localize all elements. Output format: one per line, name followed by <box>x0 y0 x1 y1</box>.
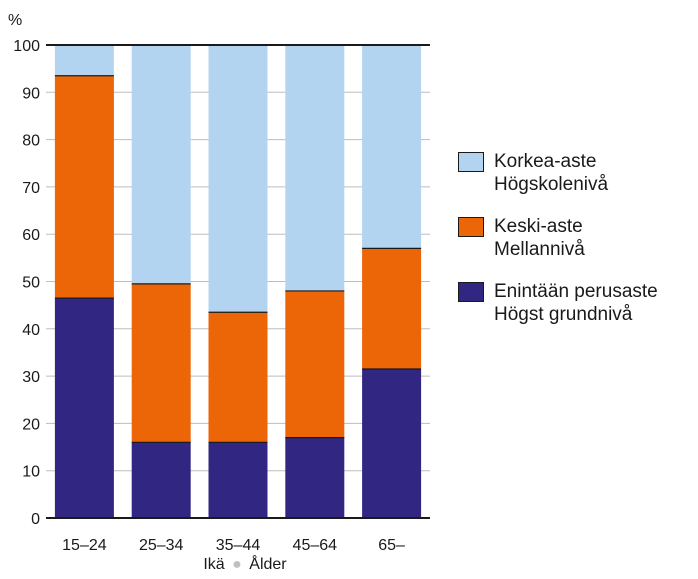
legend-label: Korkea-aste Högskolenivå <box>494 150 608 196</box>
x-axis-title: Ikä ● Ålder <box>203 554 287 573</box>
bar-segment-0-1 <box>131 442 191 518</box>
x-axis-title-fi: Ikä <box>203 556 224 573</box>
y-tick-label: 0 <box>31 511 40 528</box>
legend-label-sv: Mellannivå <box>494 239 585 260</box>
bar-segment-0-0 <box>54 298 114 518</box>
legend-label-fi: Korkea-aste <box>494 151 597 172</box>
y-tick-label: 30 <box>22 369 40 386</box>
bar-segment-2-2 <box>208 45 268 313</box>
bar-segment-2-4 <box>362 45 422 249</box>
y-tick-label: 40 <box>22 322 40 339</box>
y-tick-labels: 0 10 20 30 40 50 60 70 80 90 100 <box>13 38 40 528</box>
legend-swatch <box>458 282 484 302</box>
legend-label: Enintään perusaste Högst grundnivå <box>494 280 658 326</box>
y-tick-label: 20 <box>22 416 40 433</box>
bar-segment-1-1 <box>131 283 191 443</box>
y-tick-label: 10 <box>22 464 40 481</box>
y-tick-label: 80 <box>22 133 40 150</box>
bar-segment-2-1 <box>131 45 191 284</box>
x-tick-label: 35–44 <box>216 537 261 554</box>
y-tick-label: 100 <box>13 38 40 55</box>
x-axis-title-sv: Ålder <box>249 554 287 573</box>
legend-label: Keski-aste Mellannivå <box>494 215 585 261</box>
legend-label-fi: Enintään perusaste <box>494 281 658 302</box>
bar-segment-1-0 <box>54 75 114 299</box>
bar-segment-1-4 <box>362 248 422 370</box>
legend-label-sv: Högskolenivå <box>494 174 609 195</box>
bar-segment-0-4 <box>362 369 422 518</box>
legend-swatch <box>458 152 484 172</box>
legend-item-keski-aste: Keski-aste Mellannivå <box>458 215 658 261</box>
bar-segment-1-3 <box>285 290 345 438</box>
y-axis-unit: % <box>8 12 22 29</box>
bar-segment-0-2 <box>208 442 268 518</box>
bar-segment-2-3 <box>285 45 345 291</box>
y-tick-label: 60 <box>22 227 40 244</box>
bar-segment-0-3 <box>285 437 345 518</box>
x-tick-label: 65– <box>378 537 405 554</box>
bar-segment-1-2 <box>208 312 268 443</box>
y-tick-label: 90 <box>22 85 40 102</box>
x-tick-label: 15–24 <box>62 537 107 554</box>
bullet-separator: ● <box>232 556 246 573</box>
legend-swatch <box>458 217 484 237</box>
bars <box>54 45 422 518</box>
x-tick-labels: 15–24 25–34 35–44 45–64 65– <box>62 537 405 554</box>
x-tick-label: 45–64 <box>293 537 338 554</box>
legend-label-fi: Keski-aste <box>494 216 583 237</box>
legend: Korkea-aste Högskolenivå Keski-aste Mell… <box>458 150 658 345</box>
y-tick-label: 70 <box>22 180 40 197</box>
axes <box>46 44 430 519</box>
y-tick-label: 50 <box>22 275 40 292</box>
legend-item-perusaste: Enintään perusaste Högst grundnivå <box>458 280 658 326</box>
bar-segment-2-0 <box>54 45 114 76</box>
legend-item-korkea-aste: Korkea-aste Högskolenivå <box>458 150 658 196</box>
x-tick-label: 25–34 <box>139 537 184 554</box>
legend-label-sv: Högst grundnivå <box>494 304 633 325</box>
